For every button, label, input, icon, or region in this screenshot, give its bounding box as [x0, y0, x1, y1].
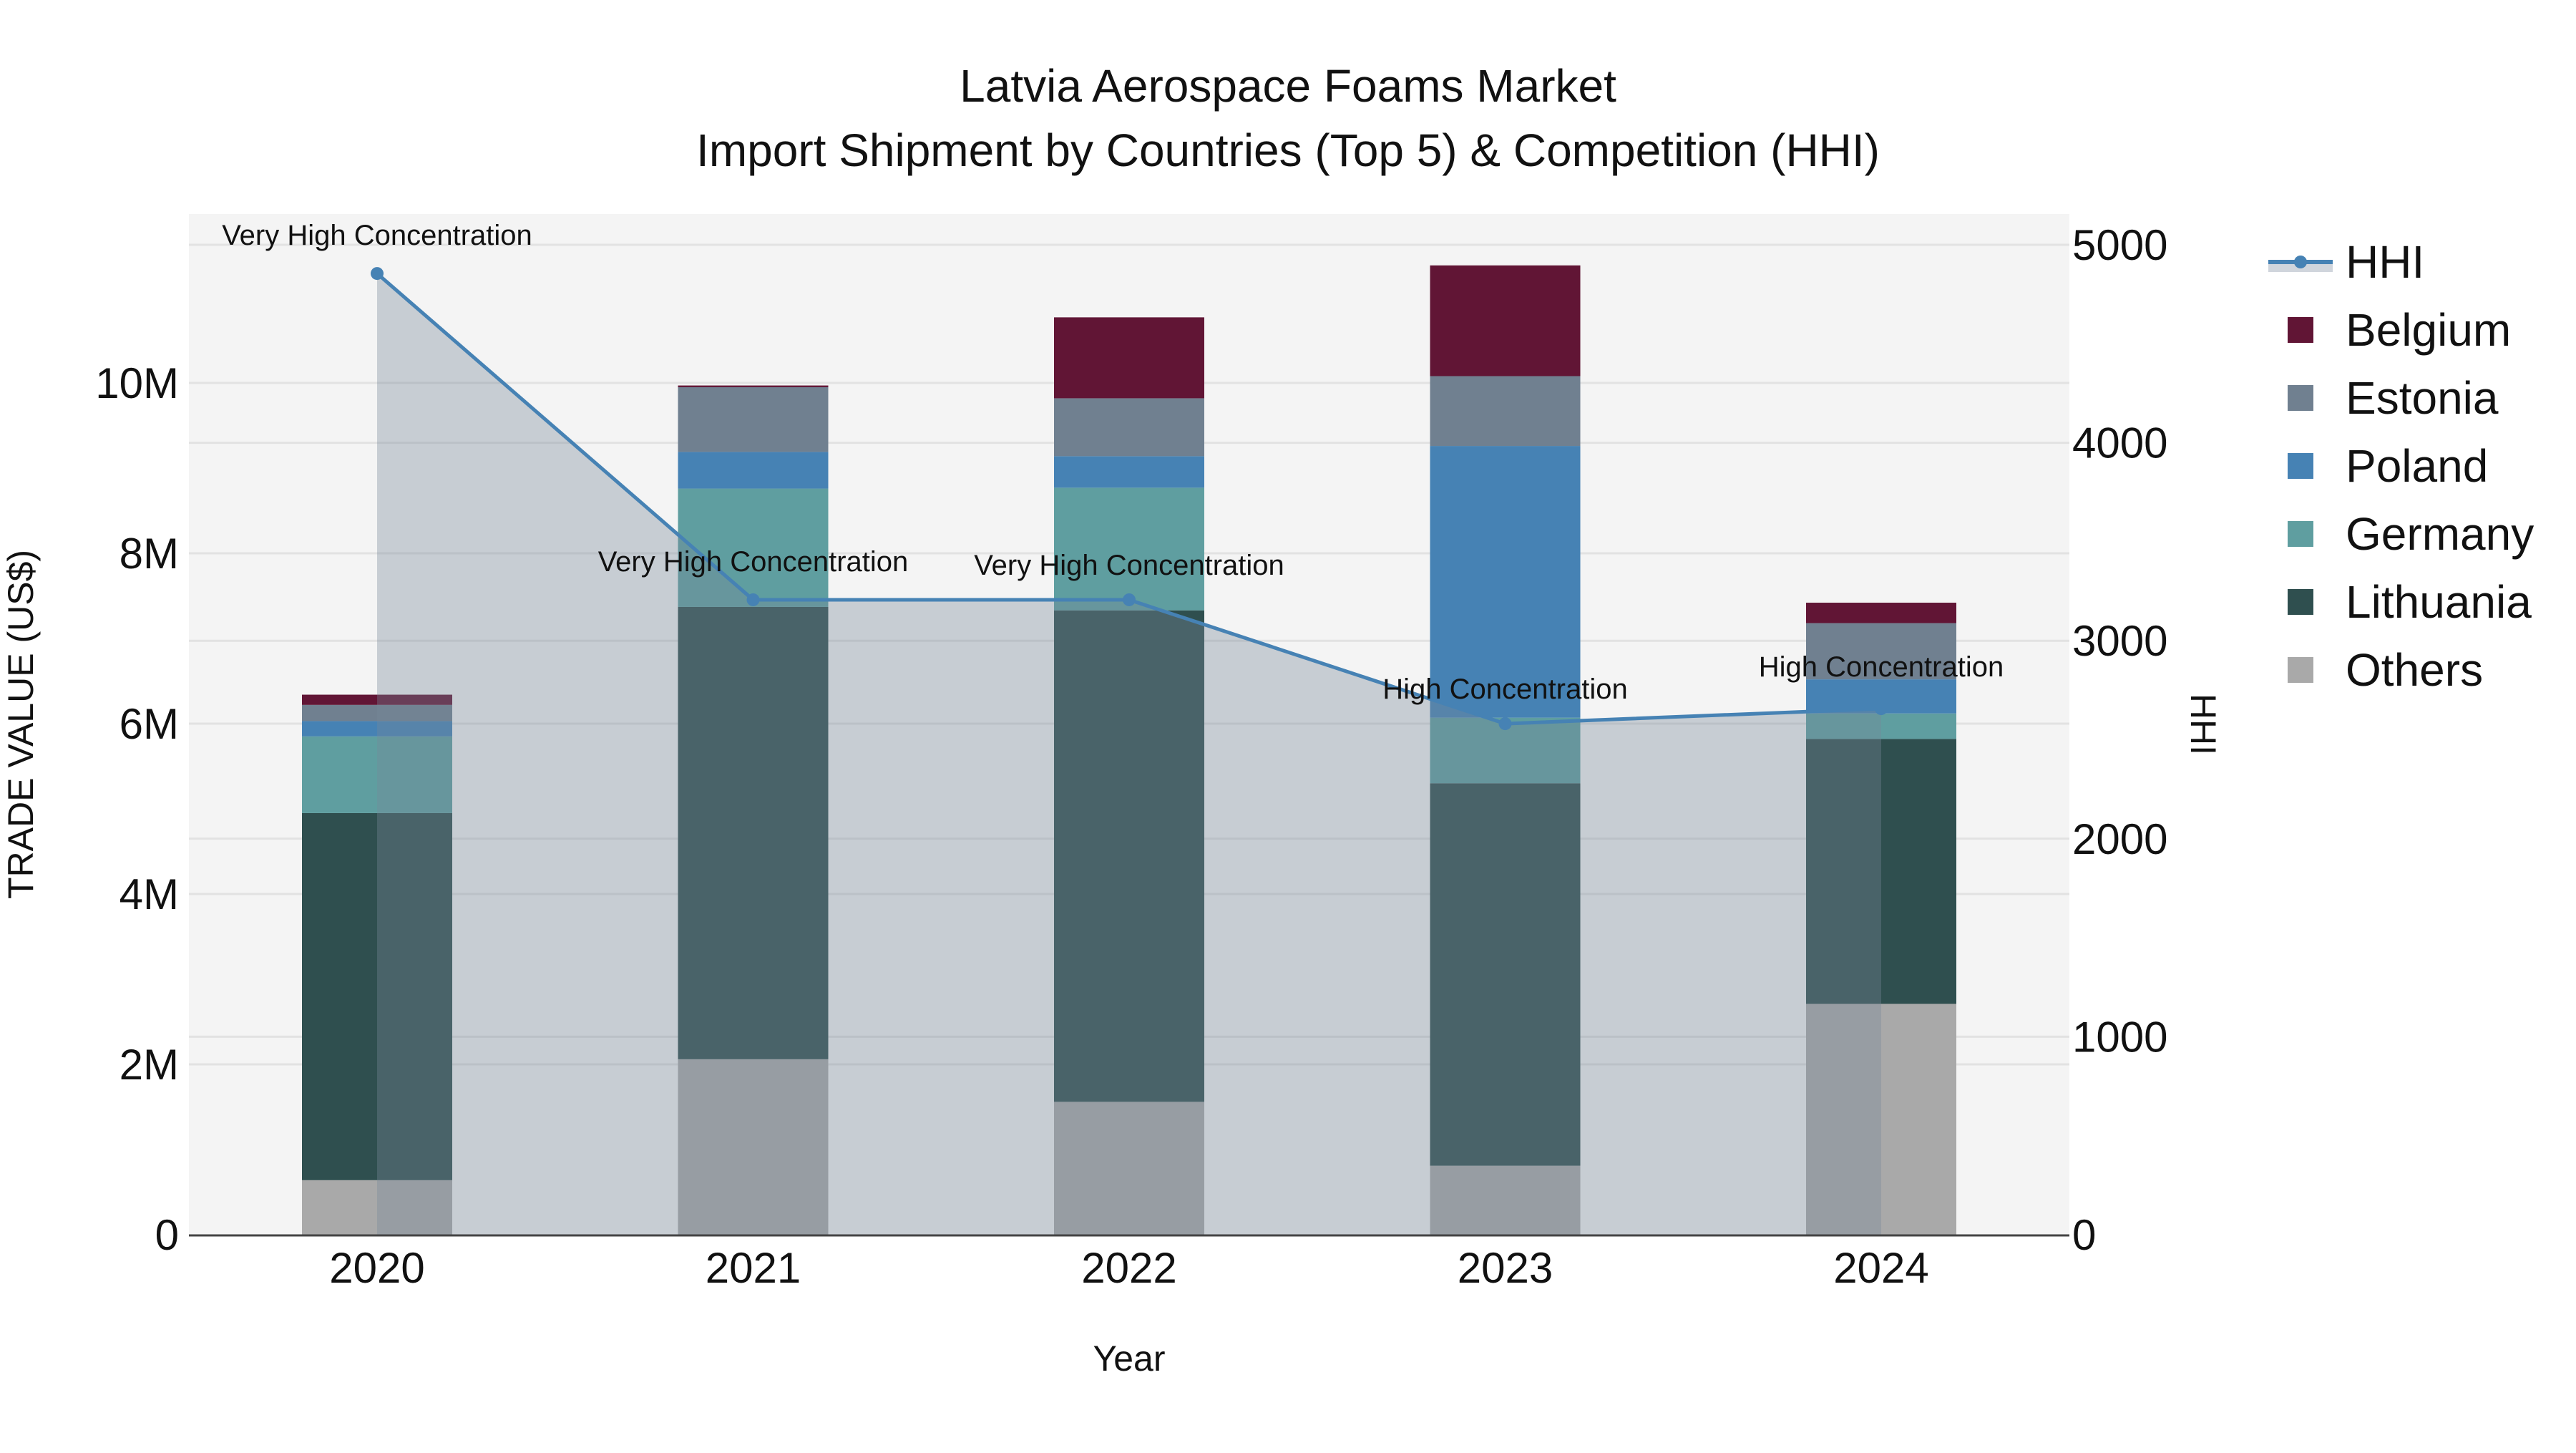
bar-segment-poland-2021[interactable] [678, 452, 829, 489]
bar-segment-lithuania-2022[interactable] [1054, 610, 1204, 1102]
y-left-tick-label: 4M [119, 870, 179, 918]
bar-segment-others-2024[interactable] [1806, 1004, 1956, 1235]
bar-segment-estonia-2023[interactable] [1430, 376, 1581, 447]
hhi-annotation: Very High Concentration [598, 546, 909, 578]
bar-segment-belgium-2022[interactable] [1054, 317, 1204, 399]
chart-title-line2: Import Shipment by Countries (Top 5) & C… [696, 125, 1880, 176]
x-axis-ticks: 2020 2021 2022 2023 2024 [329, 1244, 1928, 1292]
legend-label: Lithuania [2346, 576, 2532, 628]
hhi-annotations: Very High Concentration Very High Concent… [222, 220, 2004, 705]
y-left-tick-label: 2M [119, 1041, 179, 1089]
y-right-tick-label: 3000 [2072, 617, 2167, 665]
y-left-axis-title: TRADE VALUE (US$) [1, 550, 41, 899]
bar-stack-2021[interactable] [678, 385, 829, 1235]
y-left-tick-label: 6M [119, 700, 179, 748]
y-right-tick-label: 4000 [2072, 419, 2167, 467]
bar-segment-poland-2022[interactable] [1054, 456, 1204, 488]
hhi-point-2022[interactable] [1123, 593, 1136, 606]
bar-segment-estonia-2022[interactable] [1054, 398, 1204, 457]
y-right-axis-title: HHI [2183, 694, 2223, 755]
bar-segment-belgium-2020[interactable] [302, 694, 452, 705]
stacked-bars [302, 265, 1956, 1235]
y-left-tick-label: 0 [155, 1211, 179, 1259]
x-tick-label: 2020 [329, 1244, 424, 1292]
legend-hhi-marker-icon [2294, 256, 2307, 268]
hhi-annotation: High Concentration [1759, 651, 2004, 683]
legend-item-belgium[interactable]: Belgium [2288, 304, 2511, 356]
bar-segment-estonia-2024[interactable] [1806, 623, 1956, 680]
bar-stack-2024[interactable] [1806, 603, 1956, 1235]
y-right-axis-ticks: 0 1000 2000 3000 4000 5000 [2072, 221, 2167, 1259]
y-left-tick-label: 10M [95, 359, 179, 407]
y-right-tick-label: 5000 [2072, 221, 2167, 269]
y-left-axis-ticks: 0 2M 4M 6M 8M 10M [95, 359, 179, 1259]
legend-label: Poland [2346, 440, 2488, 492]
x-axis-title: Year [1093, 1338, 1165, 1379]
bar-segment-belgium-2024[interactable] [1806, 603, 1956, 623]
y-left-tick-label: 8M [119, 530, 179, 578]
legend-label: Others [2346, 644, 2483, 696]
bar-segment-germany-2021[interactable] [678, 488, 829, 607]
y-right-tick-label: 2000 [2072, 815, 2167, 863]
legend-item-hhi[interactable]: HHI [2268, 236, 2424, 288]
bar-segment-germany-2024[interactable] [1806, 713, 1956, 739]
hhi-point-2020[interactable] [371, 267, 384, 281]
bar-segment-poland-2023[interactable] [1430, 446, 1581, 718]
hhi-annotation: High Concentration [1382, 674, 1627, 705]
hhi-area-fill [377, 273, 1881, 1235]
hhi-point-2023[interactable] [1498, 717, 1512, 731]
bar-segment-others-2020[interactable] [302, 1180, 452, 1235]
legend-label: Belgium [2346, 304, 2511, 356]
legend-item-lithuania[interactable]: Lithuania [2288, 576, 2532, 628]
bar-segment-others-2021[interactable] [678, 1059, 829, 1235]
hhi-point-2021[interactable] [746, 593, 760, 606]
bar-segment-others-2022[interactable] [1054, 1102, 1204, 1235]
bar-segment-belgium-2023[interactable] [1430, 265, 1581, 376]
legend-item-others[interactable]: Others [2288, 644, 2483, 696]
legend-item-poland[interactable]: Poland [2288, 440, 2488, 492]
bar-stack-2023[interactable] [1430, 265, 1581, 1235]
legend-swatch-icon [2288, 317, 2313, 343]
bar-segment-lithuania-2021[interactable] [678, 606, 829, 1059]
x-tick-label: 2024 [1833, 1244, 1928, 1292]
bar-segment-germany-2022[interactable] [1054, 487, 1204, 611]
x-tick-label: 2022 [1081, 1244, 1176, 1292]
bar-segment-estonia-2020[interactable] [302, 704, 452, 721]
bar-stack-2022[interactable] [1054, 317, 1204, 1235]
bar-segment-belgium-2021[interactable] [678, 385, 829, 387]
hhi-annotation: Very High Concentration [974, 550, 1284, 581]
bar-segment-lithuania-2024[interactable] [1806, 739, 1956, 1004]
chart-title-line1: Latvia Aerospace Foams Market [960, 60, 1616, 112]
legend-label: HHI [2346, 236, 2424, 288]
legend-swatch-icon [2288, 385, 2313, 411]
hhi-annotation: Very High Concentration [222, 220, 532, 251]
legend-swatch-icon [2288, 657, 2313, 683]
bar-segment-poland-2020[interactable] [302, 721, 452, 737]
bar-segment-estonia-2021[interactable] [678, 387, 829, 452]
hhi-point-2024[interactable] [1875, 702, 1888, 716]
y-right-tick-label: 0 [2072, 1211, 2096, 1259]
legend-item-estonia[interactable]: Estonia [2288, 372, 2499, 424]
legend: HHI Belgium Estonia Poland Germany Lithuania O… [2268, 236, 2534, 696]
x-tick-label: 2023 [1458, 1244, 1553, 1292]
legend-label: Estonia [2346, 372, 2499, 424]
bar-segment-germany-2020[interactable] [302, 736, 452, 813]
bar-segment-lithuania-2020[interactable] [302, 812, 452, 1180]
legend-swatch-icon [2288, 453, 2313, 479]
hhi-series [371, 267, 1888, 1235]
y-right-tick-label: 1000 [2072, 1013, 2167, 1061]
legend-label: Germany [2346, 508, 2534, 560]
legend-swatch-icon [2288, 521, 2313, 547]
x-tick-label: 2021 [706, 1244, 801, 1292]
legend-swatch-icon [2288, 589, 2313, 615]
bar-segment-lithuania-2023[interactable] [1430, 783, 1581, 1166]
legend-item-germany[interactable]: Germany [2288, 508, 2534, 560]
bar-stack-2020[interactable] [302, 694, 452, 1235]
bar-segment-others-2023[interactable] [1430, 1165, 1581, 1235]
